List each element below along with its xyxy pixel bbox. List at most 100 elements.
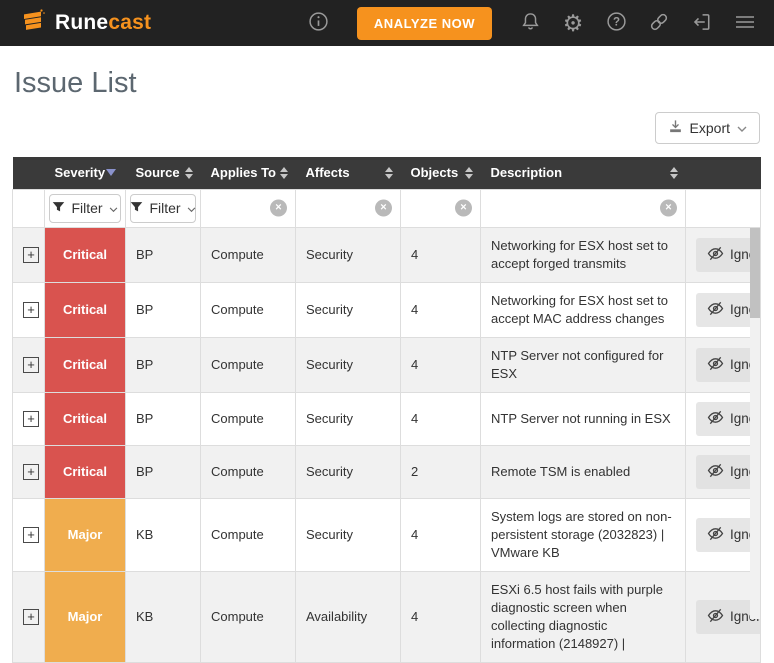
sign-out-icon [691,11,713,36]
sort-desc-icon [105,169,116,177]
notifications-button[interactable] [519,11,541,35]
severity-cell: Critical [44,391,126,446]
table-toolbar: Export [12,112,760,144]
table-row: + Critical BP Compute Security 4 Network… [12,281,761,338]
table-row: + Critical BP Compute Security 2 Remote … [12,444,761,499]
description-cell: Remote TSM is enabled [480,444,686,499]
expand-row-icon[interactable]: + [23,526,39,543]
info-button[interactable] [308,11,330,35]
table-header-row: Severity Source Applies To Affects [12,157,761,189]
sign-out-button[interactable] [691,11,713,35]
affects-cell: Availability [295,570,401,663]
objects-cell: 4 [400,497,481,572]
analyze-now-button[interactable]: ANALYZE NOW [356,6,492,40]
sort-icon [384,166,393,179]
ignore-button[interactable]: Ignore [696,347,760,382]
eye-slash-icon [707,526,724,544]
clear-filter-icon[interactable]: × [660,199,677,217]
applies-to-cell: Compute [200,281,296,338]
column-header-description[interactable]: Description [480,157,686,189]
sort-icon [669,166,678,179]
eye-slash-icon [707,463,724,481]
menu-icon [735,13,755,34]
clear-filter-icon[interactable]: × [375,199,392,217]
page-content: Issue List Export [0,67,774,663]
source-cell: BP [125,281,201,338]
ignore-button[interactable]: Ignore [696,401,760,436]
description-cell: Networking for ESX host set to accept MA… [480,281,686,338]
scrollbar-thumb[interactable] [750,228,760,318]
description-cell: NTP Server not running in ESX [480,391,686,446]
source-cell: KB [125,497,201,572]
filter-cell-objects: × [400,188,481,228]
column-header-source[interactable]: Source [125,157,201,189]
settings-button[interactable]: ⚙ [562,11,584,35]
applies-to-cell: Compute [200,497,296,572]
expander-cell: + [12,497,45,572]
expand-row-icon[interactable]: + [23,246,39,263]
source-cell: BP [125,226,201,283]
source-cell: BP [125,444,201,499]
expand-row-icon[interactable]: + [23,608,39,625]
action-cell: Ignore [685,497,761,572]
help-icon: ? [606,11,627,35]
severity-cell: Critical [44,281,126,338]
expander-cell: + [12,391,45,446]
menu-button[interactable] [734,11,756,35]
export-button[interactable]: Export [654,112,760,144]
svg-text:?: ? [612,17,619,29]
expander-cell: + [12,281,45,338]
chevron-down-icon [737,120,747,136]
source-filter-button[interactable]: Filter [130,193,196,223]
affects-cell: Security [295,444,401,499]
description-cell: Networking for ESX host set to accept fo… [480,226,686,283]
table-row: + Major KB Compute Availability 4 ESXi 6… [12,570,761,663]
expand-row-icon[interactable]: + [23,410,39,427]
filter-cell-severity: Filter [44,188,126,228]
sort-icon [464,166,473,179]
affects-cell: Security [295,391,401,446]
expander-cell: + [12,336,45,393]
column-header-applies-to[interactable]: Applies To [200,157,296,189]
filter-cell-applies-to: × [200,188,296,228]
eye-slash-icon [707,410,724,428]
export-button-label: Export [689,120,730,136]
runecast-logo[interactable]: Runecast [20,8,151,39]
action-cell: Ignore [685,391,761,446]
sort-icon [279,166,288,179]
table-row: + Critical BP Compute Security 4 Network… [12,226,761,283]
description-filter-input[interactable] [485,194,681,222]
column-header-affects[interactable]: Affects [295,157,401,189]
applies-to-cell: Compute [200,391,296,446]
objects-cell: 4 [400,226,481,283]
page-title: Issue List [14,67,137,99]
action-cell: Ignore [685,226,761,283]
applies-to-cell: Compute [200,226,296,283]
source-cell: KB [125,570,201,663]
affects-cell: Security [295,336,401,393]
eye-slash-icon [707,608,724,626]
help-button[interactable]: ? [605,11,627,35]
expand-row-icon[interactable]: + [23,301,39,318]
expander-cell: + [12,226,45,283]
column-header-objects[interactable]: Objects [400,157,481,189]
filter-cell-affects: × [295,188,401,228]
description-cell: NTP Server not configured for ESX [480,336,686,393]
clear-filter-icon[interactable]: × [455,199,472,217]
severity-cell: Critical [44,444,126,499]
eye-slash-icon [707,301,724,319]
vertical-scrollbar [750,228,760,619]
expand-row-icon[interactable]: + [23,463,39,480]
top-navbar: Runecast ANALYZE NOW ⚙ [0,0,774,46]
eye-slash-icon [707,246,724,264]
navbar-actions: ANALYZE NOW ⚙ ? [308,6,756,40]
expand-row-icon[interactable]: + [23,356,39,373]
severity-filter-button[interactable]: Filter [49,193,121,223]
column-header-severity[interactable]: Severity [44,157,126,189]
filter-cell-source: Filter [125,188,201,228]
clear-filter-icon[interactable]: × [270,199,287,217]
description-cell: ESXi 6.5 host fails with purple diagnost… [480,570,686,663]
link-button[interactable] [648,11,670,35]
objects-cell: 4 [400,570,481,663]
eye-slash-icon [707,356,724,374]
